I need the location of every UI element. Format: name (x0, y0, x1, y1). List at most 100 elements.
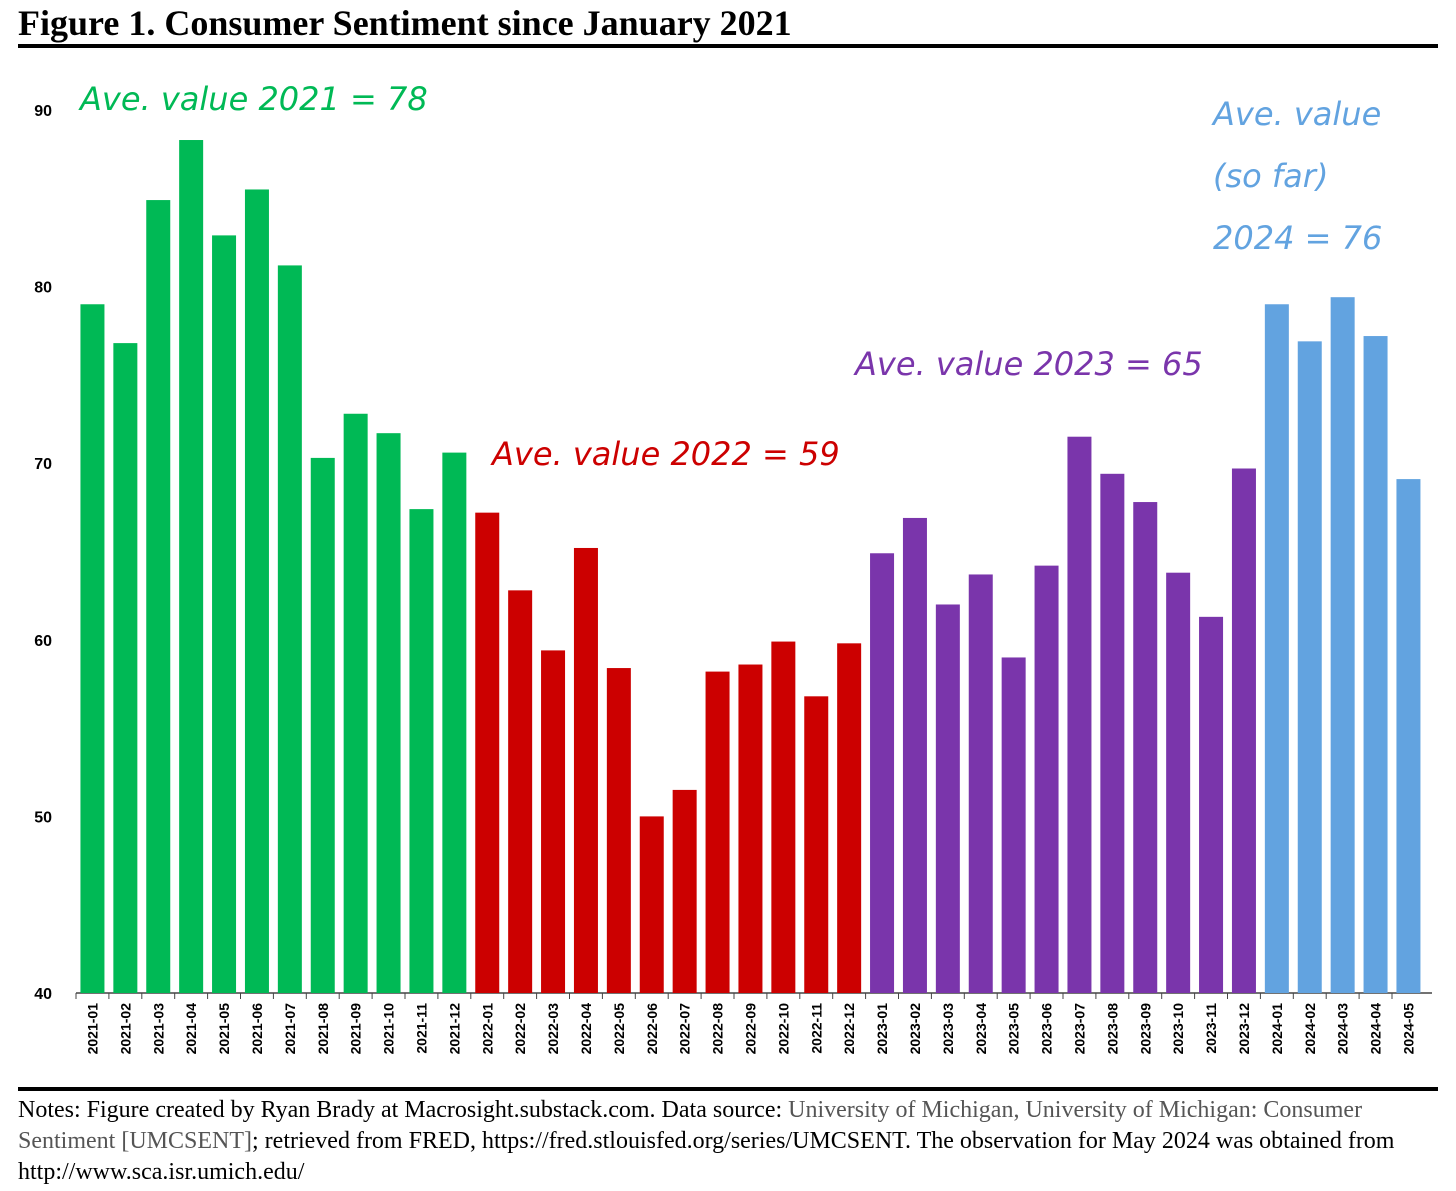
notes: Notes: Figure created by Ryan Brady at M… (18, 1095, 1443, 1188)
bar-2022-06 (639, 816, 664, 993)
bar-chart: 40 50 60 70 80 90 2021-01 2021-02 2021-03 2021-0… (34, 80, 1432, 1055)
bar-2024-05 (1396, 479, 1421, 993)
y-axis-ticks: 40 50 60 70 80 90 (34, 103, 52, 1003)
y-tick-label: 40 (34, 986, 52, 1003)
x-tick-label: 2024-01 (1269, 1003, 1285, 1055)
x-tick-label: 2022-06 (644, 1003, 660, 1055)
x-tick-label: 2022-09 (742, 1003, 758, 1055)
figure-title: Figure 1. Consumer Sentiment since Janua… (18, 3, 792, 43)
bar-2022-04 (573, 547, 598, 993)
bar-2022-03 (541, 650, 566, 993)
x-tick-label: 2021-02 (117, 1003, 133, 1055)
annotation-2024: Ave. value (1211, 95, 1381, 133)
bar-2022-07 (672, 789, 697, 993)
bar-2024-01 (1264, 304, 1289, 993)
notes-text-1: Notes: Figure created by Ryan Brady at M… (18, 1097, 789, 1123)
bar-2021-05 (212, 235, 237, 994)
bar-2023-03 (935, 604, 960, 993)
bar-2024-02 (1297, 341, 1322, 993)
bar-2023-02 (902, 517, 927, 993)
x-tick-label: 2023-08 (1104, 1003, 1120, 1055)
bar-2021-07 (277, 265, 302, 993)
bar-2022-10 (771, 641, 796, 993)
bar-2022-08 (705, 671, 730, 993)
x-tick-label: 2024-02 (1302, 1003, 1318, 1055)
bar-2021-11 (409, 509, 434, 993)
bar-2023-11 (1199, 616, 1224, 993)
annotations: Ave. value 2021 = 78 Ave. value 2022 = 59… (78, 80, 1382, 473)
bar-2021-04 (179, 140, 204, 994)
x-tick-label: 2022-11 (808, 1003, 824, 1054)
x-tick-label: 2023-11 (1203, 1003, 1219, 1054)
x-tick-label: 2023-05 (1006, 1003, 1022, 1055)
x-tick-label: 2022-10 (775, 1003, 791, 1055)
bar-2023-07 (1067, 436, 1092, 994)
bar-2022-12 (837, 643, 862, 993)
x-tick-label: 2022-08 (710, 1003, 726, 1055)
annotation-2024: 2024 = 76 (1213, 219, 1382, 257)
bar-2022-09 (738, 664, 763, 993)
bar-2022-11 (804, 696, 829, 993)
x-tick-label: 2021-11 (413, 1003, 429, 1054)
bar-2021-12 (442, 452, 467, 993)
bar-2023-01 (870, 553, 895, 993)
x-tick-label: 2021-05 (216, 1003, 232, 1055)
bar-2024-03 (1330, 297, 1355, 993)
bar-2023-05 (1001, 657, 1026, 993)
x-tick-label: 2021-01 (84, 1003, 100, 1055)
bar-2023-09 (1133, 502, 1158, 993)
x-tick-label: 2023-01 (874, 1003, 890, 1055)
x-tick-label: 2021-08 (315, 1003, 331, 1055)
x-tick-label: 2024-03 (1335, 1003, 1351, 1055)
bar-2021-06 (244, 189, 269, 994)
bar-2021-10 (376, 433, 401, 994)
bar-2023-10 (1166, 572, 1191, 993)
bar-2023-06 (1034, 565, 1059, 993)
bar-2021-03 (146, 200, 171, 994)
x-tick-label: 2024-05 (1400, 1003, 1416, 1055)
bar-2024-04 (1363, 336, 1388, 994)
x-tick-label: 2021-03 (150, 1003, 166, 1055)
y-tick-label: 90 (34, 103, 52, 120)
bottom-rule (18, 1087, 1438, 1091)
x-tick-label: 2021-06 (249, 1003, 265, 1055)
bar-2023-12 (1231, 468, 1256, 993)
bars (80, 140, 1421, 994)
x-tick-label: 2021-07 (282, 1003, 298, 1055)
x-tick-label: 2021-10 (381, 1003, 397, 1055)
x-tick-label: 2023-06 (1039, 1003, 1055, 1055)
x-tick-label: 2023-10 (1170, 1003, 1186, 1055)
x-tick-label: 2022-02 (512, 1003, 528, 1055)
notes-source: University of Michigan, University of Mi… (18, 1097, 1363, 1154)
x-tick-label: 2022-07 (677, 1003, 693, 1055)
y-tick-label: 60 (34, 633, 52, 650)
annotation-2024: (so far) (1213, 157, 1328, 195)
bar-2023-04 (968, 574, 993, 993)
y-tick-label: 70 (34, 456, 52, 473)
x-tick-label: 2022-12 (841, 1003, 857, 1055)
annotation-2022: Ave. value 2022 = 59 (490, 435, 840, 473)
bar-2022-02 (508, 590, 533, 993)
x-tick-label: 2021-04 (183, 1003, 199, 1055)
x-tick-label: 2022-03 (545, 1003, 561, 1055)
y-tick-label: 50 (34, 809, 52, 826)
x-tick-label: 2022-04 (578, 1003, 594, 1055)
x-tick-label: 2023-04 (973, 1003, 989, 1055)
x-tick-label: 2023-03 (940, 1003, 956, 1055)
bar-2021-01 (80, 304, 105, 993)
x-tick-label: 2023-09 (1137, 1003, 1153, 1055)
bar-2021-09 (343, 413, 368, 993)
bar-2023-08 (1100, 473, 1125, 993)
x-tick-label: 2021-09 (348, 1003, 364, 1055)
x-tick-label: 2023-02 (907, 1003, 923, 1055)
x-tick-label: 2023-07 (1071, 1003, 1087, 1055)
top-rule (18, 44, 1438, 48)
annotation-2023: Ave. value 2023 = 65 (853, 345, 1203, 383)
x-tick-label: 2023-12 (1236, 1003, 1252, 1055)
bar-2021-08 (310, 457, 335, 994)
x-tick-label: 2022-01 (479, 1003, 495, 1055)
bar-2022-05 (606, 668, 631, 993)
x-tick-label: 2022-05 (611, 1003, 627, 1055)
y-tick-label: 80 (34, 280, 52, 297)
notes-text-2: ; retrieved from FRED, https://fred.stlo… (18, 1128, 1395, 1185)
